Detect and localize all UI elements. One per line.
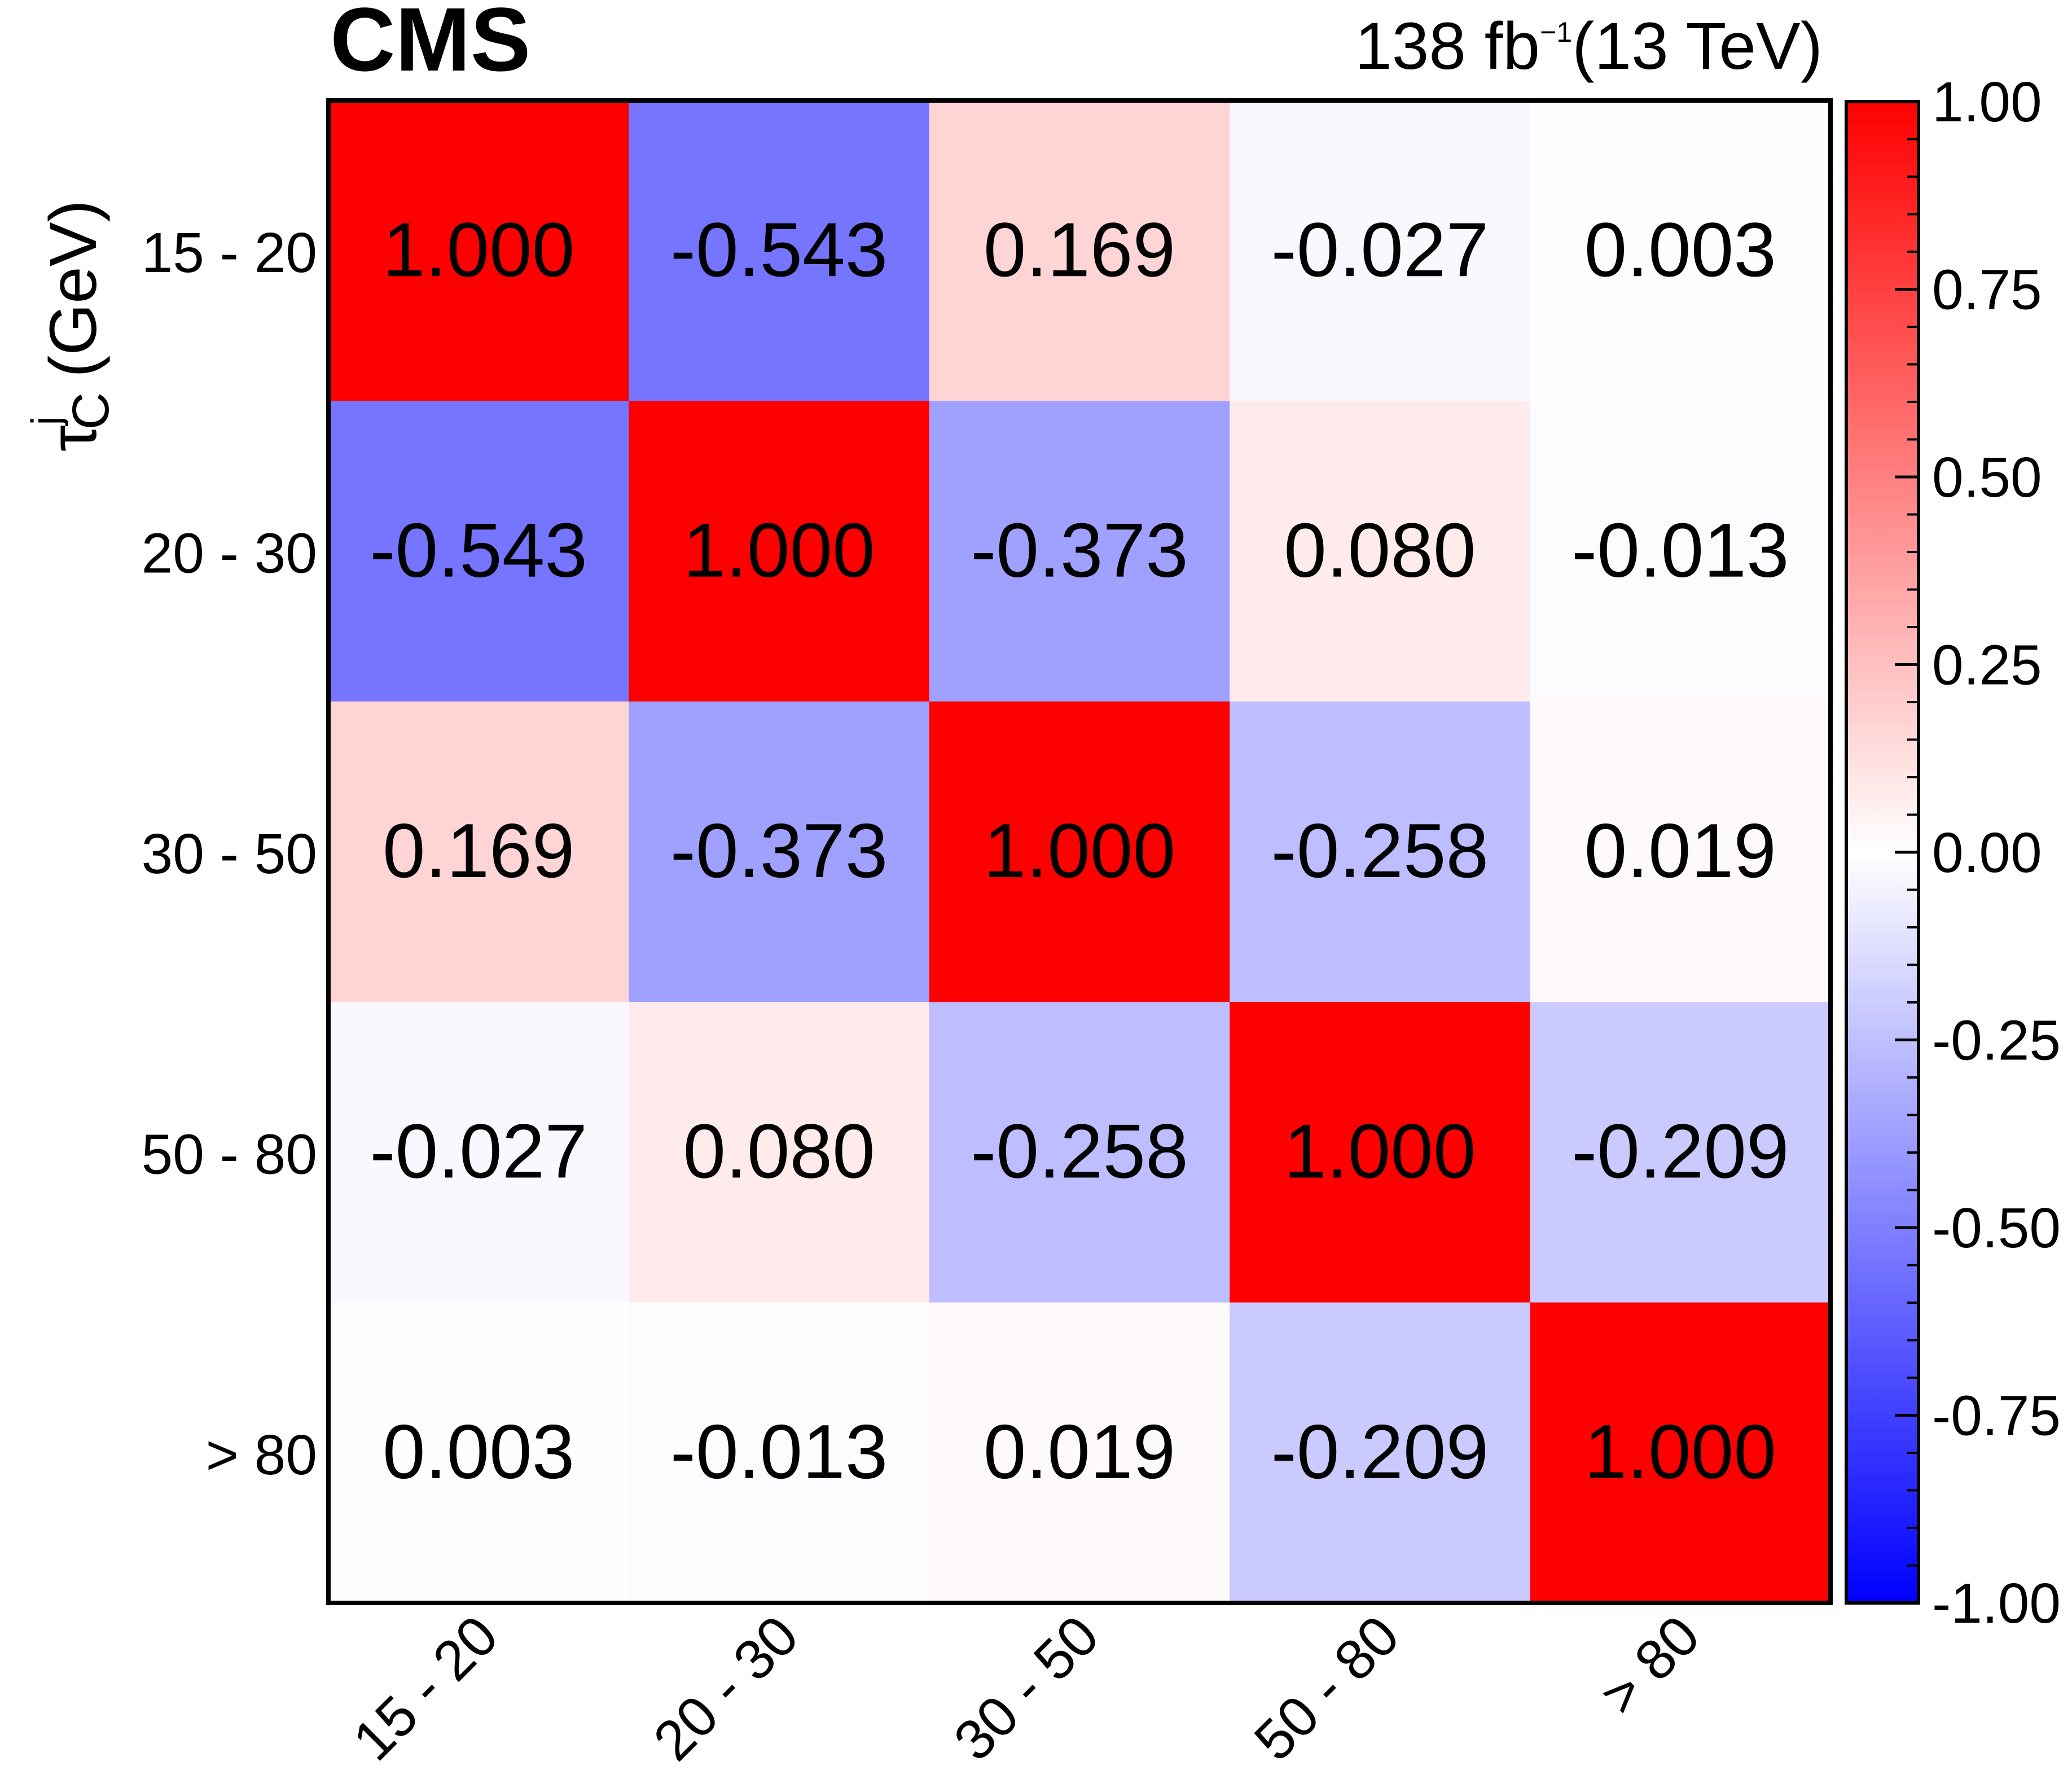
y-tick-label: 30 - 50 bbox=[142, 822, 317, 886]
cell-value-label: 0.003 bbox=[1584, 207, 1776, 292]
cell-value-label: 0.080 bbox=[683, 1108, 875, 1194]
colorbar-minor-ticks bbox=[1907, 138, 1919, 1567]
heatmap-cell bbox=[929, 1302, 1230, 1603]
energy-label: (13 TeV) bbox=[1572, 9, 1823, 84]
heatmap-cell bbox=[1230, 100, 1531, 401]
cell-value-label: -0.373 bbox=[670, 808, 888, 893]
heatmap-cell bbox=[1230, 401, 1531, 702]
heatmap-cells bbox=[328, 100, 1831, 1603]
plot-frame bbox=[326, 98, 1833, 1605]
heatmap-cell bbox=[1230, 701, 1531, 1002]
heatmap-cell bbox=[929, 100, 1230, 401]
cell-value-label: 0.019 bbox=[984, 1409, 1175, 1495]
y-axis-title: τjC (GeV) bbox=[24, 200, 120, 452]
heatmap-cell bbox=[929, 701, 1230, 1002]
cell-value-label: 0.169 bbox=[383, 808, 574, 893]
cell-value-label: 0.003 bbox=[383, 1409, 574, 1495]
lumi-energy-label: 138 fb−1(13 TeV) bbox=[1355, 9, 1823, 84]
x-tick-label: 15 - 20 bbox=[341, 1603, 510, 1772]
cell-value-label: -0.373 bbox=[971, 507, 1188, 593]
cell-value-label: 0.080 bbox=[1284, 507, 1476, 593]
cell-value-label: -0.258 bbox=[971, 1108, 1188, 1194]
y-tick-label: 50 - 80 bbox=[142, 1123, 317, 1186]
cell-value-label: 1.000 bbox=[1584, 1409, 1776, 1495]
x-tick-label: 30 - 50 bbox=[942, 1603, 1110, 1772]
lumi-label: 138 fb bbox=[1355, 9, 1540, 84]
cell-value-label: -0.027 bbox=[370, 1108, 587, 1194]
cell-value-label: 1.000 bbox=[383, 207, 574, 292]
colorbar-tick-label: 0.75 bbox=[1932, 258, 2042, 322]
y-axis-superscript: j bbox=[24, 416, 69, 426]
colorbar-tick-label: -0.25 bbox=[1932, 1009, 2061, 1072]
heatmap-cell bbox=[929, 1002, 1230, 1303]
y-tick-labels: 15 - 20 20 - 30 30 - 50 50 - 80 > 80 bbox=[142, 221, 317, 1487]
heatmap-cell bbox=[328, 401, 629, 702]
colorbar-tick-label: 0.00 bbox=[1932, 821, 2042, 884]
cell-value-label: -0.543 bbox=[370, 507, 587, 593]
x-tick-label: 20 - 30 bbox=[642, 1603, 810, 1772]
y-axis-unit: (GeV) bbox=[36, 200, 111, 378]
y-tick-label: 15 - 20 bbox=[142, 221, 317, 284]
cell-value-label: 0.019 bbox=[1584, 808, 1776, 893]
heatmap-cell bbox=[629, 1302, 930, 1603]
heatmap-cell bbox=[629, 100, 930, 401]
cell-value-label: -0.209 bbox=[1271, 1409, 1489, 1495]
colorbar-ticks: 1.00 0.75 0.50 0.25 0.00 -0.25 -0.50 -0.75 -1.00 bbox=[1895, 71, 2061, 1635]
y-axis-symbol: τ bbox=[36, 425, 111, 452]
cell-value-label: -0.209 bbox=[1571, 1108, 1789, 1194]
cell-value-label: -0.543 bbox=[670, 207, 888, 292]
colorbar-tick-label: 0.50 bbox=[1932, 446, 2042, 509]
y-tick-label: > 80 bbox=[206, 1423, 317, 1487]
y-axis-subscript: C bbox=[62, 392, 120, 430]
y-tick-label: 20 - 30 bbox=[142, 522, 317, 585]
cell-value-label: 1.000 bbox=[1284, 1108, 1476, 1194]
colorbar-tick-label: 1.00 bbox=[1932, 71, 2042, 134]
heatmap-cell bbox=[1230, 1302, 1531, 1603]
lumi-exponent: −1 bbox=[1540, 16, 1572, 48]
cell-value-label: 1.000 bbox=[683, 507, 875, 593]
x-tick-label: > 80 bbox=[1588, 1603, 1712, 1727]
heatmap-cell bbox=[629, 701, 930, 1002]
heatmap-cell bbox=[328, 100, 629, 401]
heatmap-cell bbox=[629, 1002, 930, 1303]
cell-value-label: 0.169 bbox=[984, 207, 1175, 292]
cell-value-label: 1.000 bbox=[984, 808, 1175, 893]
experiment-label: CMS bbox=[330, 0, 531, 90]
heatmap-cell bbox=[1230, 1002, 1531, 1303]
heatmap-cell bbox=[929, 401, 1230, 702]
heatmap-cell bbox=[1530, 1302, 1831, 1603]
colorbar-tick-label: -0.75 bbox=[1932, 1384, 2061, 1448]
heatmap-cell bbox=[328, 701, 629, 1002]
heatmap-cell-labels: 1.000 -0.543 0.169 -0.027 0.003 -0.543 1.000 -0… bbox=[370, 207, 1789, 1495]
colorbar-tick-label: 0.25 bbox=[1932, 634, 2042, 697]
cell-value-label: -0.258 bbox=[1271, 808, 1489, 893]
heatmap-cell bbox=[629, 401, 930, 702]
cell-value-label: -0.027 bbox=[1271, 207, 1489, 292]
colorbar-tick-label: -1.00 bbox=[1932, 1572, 2061, 1635]
cell-value-label: -0.013 bbox=[670, 1409, 888, 1495]
heatmap-cell bbox=[1530, 401, 1831, 702]
heatmap-cell bbox=[328, 1002, 629, 1303]
x-tick-label: 50 - 80 bbox=[1243, 1603, 1411, 1772]
colorbar-tick-label: -0.50 bbox=[1932, 1197, 2061, 1260]
cell-value-label: -0.013 bbox=[1571, 507, 1789, 593]
heatmap-cell bbox=[1530, 100, 1831, 401]
heatmap-cell bbox=[328, 1302, 629, 1603]
x-tick-labels: 15 - 20 20 - 30 30 - 50 50 - 80 > 80 bbox=[341, 1603, 1711, 1772]
heatmap-cell bbox=[1530, 1002, 1831, 1303]
heatmap-cell bbox=[1530, 701, 1831, 1002]
